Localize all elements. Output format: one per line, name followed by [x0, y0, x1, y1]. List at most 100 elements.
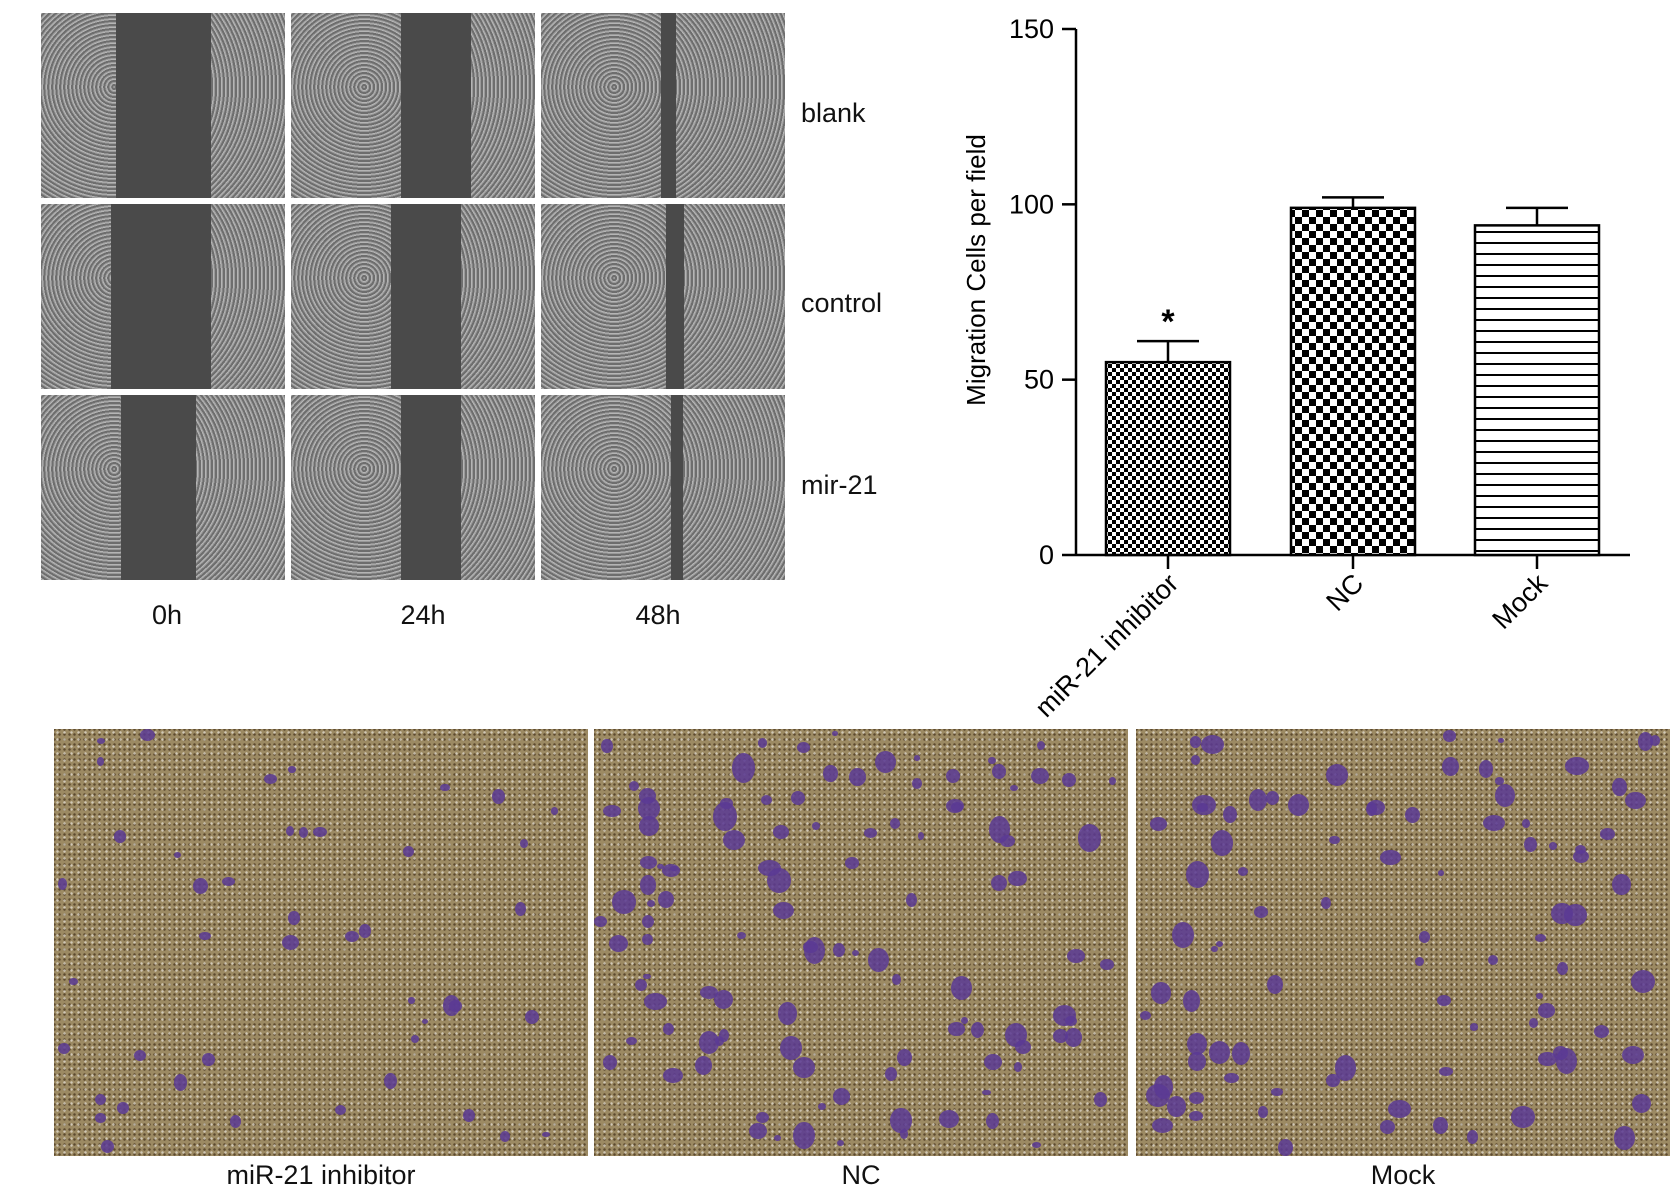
stained-cell — [94, 1093, 107, 1106]
stained-cell — [1511, 1105, 1535, 1128]
stained-cell — [1008, 870, 1027, 887]
stained-cell — [1036, 741, 1045, 751]
stained-cell — [1265, 790, 1280, 805]
stained-cell — [1200, 735, 1225, 755]
y-tick-label: 50 — [1024, 365, 1054, 395]
stained-cell — [749, 1122, 767, 1139]
bar-2 — [1473, 224, 1601, 557]
stained-cell — [1483, 815, 1506, 832]
y-tick-label: 0 — [1039, 540, 1054, 570]
bar-1 — [1289, 206, 1417, 557]
stained-cell — [1631, 970, 1655, 994]
scratch-gap — [116, 13, 211, 198]
stained-cell — [1419, 931, 1431, 944]
stained-cell — [1208, 1040, 1231, 1065]
stained-cell — [1442, 757, 1459, 777]
stained-cell — [173, 851, 181, 859]
stained-cell — [1625, 791, 1647, 810]
stained-cell — [492, 789, 505, 805]
stained-cell — [951, 802, 964, 812]
stained-cell — [836, 1140, 844, 1147]
stained-cell — [1524, 837, 1537, 853]
stained-cell — [989, 815, 1011, 843]
stained-cell — [833, 943, 845, 958]
stained-cell — [663, 1067, 683, 1084]
stained-cell — [832, 730, 839, 737]
micrograph-control-0h — [41, 204, 285, 389]
stained-cell — [1151, 1117, 1174, 1133]
stained-cell — [1223, 806, 1237, 824]
stained-cell — [520, 838, 528, 848]
stained-cell — [812, 822, 821, 831]
stained-cell — [641, 914, 654, 928]
stained-cell — [1150, 981, 1172, 1004]
stained-cell — [914, 755, 921, 761]
stained-cell — [1329, 835, 1340, 845]
stained-cell — [298, 826, 308, 838]
stained-cell — [731, 752, 756, 784]
stained-cell — [1433, 1117, 1449, 1135]
stained-cell — [852, 950, 860, 956]
stained-cell — [1287, 793, 1310, 817]
stained-cell — [991, 874, 1008, 891]
col-label-24h: 24h — [400, 600, 446, 630]
stained-cell — [1469, 1023, 1479, 1031]
stained-cell — [1015, 1040, 1032, 1055]
stained-cell — [1188, 1091, 1205, 1105]
stained-cell — [720, 798, 733, 809]
stained-cell — [100, 1140, 114, 1153]
stained-cell — [1495, 777, 1504, 785]
stained-cell — [1380, 1120, 1396, 1135]
transwell-label-mock: Mock — [1370, 1160, 1436, 1190]
stained-cell — [514, 901, 527, 917]
scratch-gap — [391, 204, 461, 389]
stained-cell — [193, 878, 208, 894]
stained-cell — [1192, 794, 1216, 816]
stained-cell — [1211, 946, 1218, 952]
stained-cell — [868, 947, 890, 972]
stained-cell — [345, 931, 360, 943]
stained-cell — [911, 778, 922, 789]
stained-cell — [694, 1056, 713, 1076]
stained-cell — [1528, 1017, 1538, 1029]
stained-cell — [95, 1113, 106, 1123]
transwell-image-mir21-inhibitor — [54, 729, 588, 1156]
stained-cell — [550, 807, 559, 815]
stained-cell — [359, 923, 371, 938]
stained-cell — [634, 979, 647, 992]
micrograph-mir-21-0h — [41, 395, 285, 580]
stained-cell — [643, 973, 651, 980]
x-tick-label: NC — [1320, 568, 1369, 617]
stained-cell — [1182, 989, 1201, 1013]
stained-cell — [905, 893, 918, 908]
stained-cell — [384, 1073, 397, 1090]
stained-cell — [774, 1134, 782, 1141]
stained-cell — [288, 911, 300, 925]
stained-cell — [1185, 860, 1209, 888]
stained-cell — [1365, 802, 1377, 817]
stained-cell — [849, 767, 867, 786]
stained-cell — [779, 1036, 802, 1061]
stained-cell — [639, 855, 658, 869]
stained-cell — [69, 978, 78, 986]
stained-cell — [1223, 1072, 1239, 1084]
stained-cell — [796, 742, 811, 754]
stained-cell — [987, 756, 996, 765]
stained-cell — [201, 1053, 215, 1066]
stained-cell — [722, 830, 745, 851]
stained-cell — [890, 1108, 912, 1133]
stained-cell — [1467, 1130, 1479, 1145]
stained-cell — [1437, 995, 1451, 1006]
scratch-assay-grid — [41, 13, 785, 580]
stained-cell — [1171, 922, 1194, 949]
stained-cell — [658, 890, 675, 908]
stained-cell — [823, 764, 838, 782]
stained-cell — [1109, 776, 1117, 785]
stained-cell — [602, 1055, 617, 1070]
stained-cell — [173, 1073, 188, 1091]
stained-cell — [97, 757, 105, 766]
stained-cell — [662, 1023, 674, 1035]
stained-cell — [971, 1021, 985, 1038]
stained-cell — [715, 1036, 725, 1047]
row-label-control: control — [801, 288, 883, 318]
